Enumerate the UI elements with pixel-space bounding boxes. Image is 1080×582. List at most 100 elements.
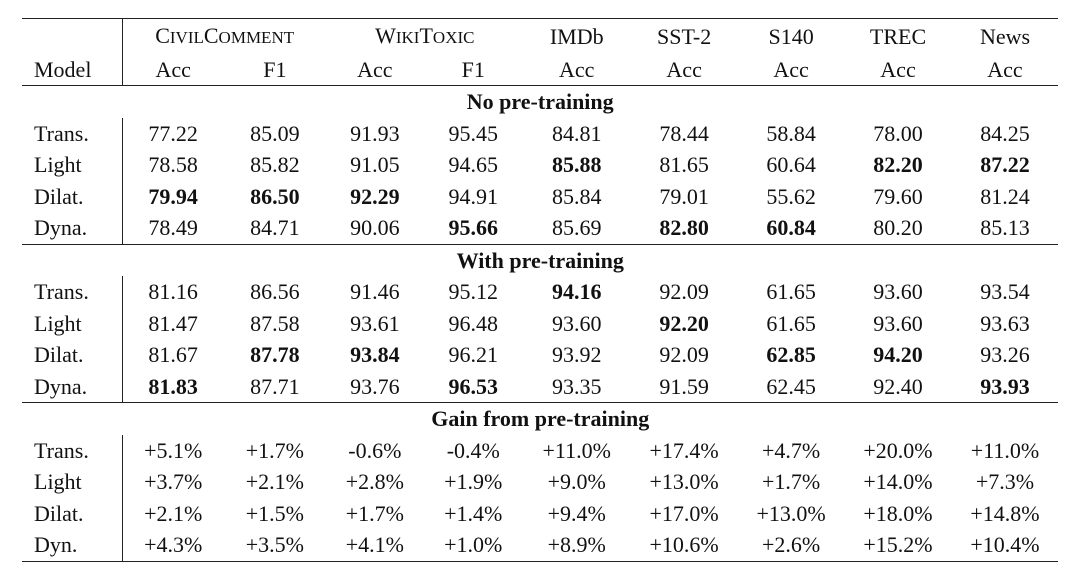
table-cell: +2.1% [144, 500, 203, 526]
metric-header: Acc [357, 57, 393, 82]
dataset-name-part: W [375, 23, 396, 48]
model-column-header: Model [22, 55, 123, 86]
table-cell: 82.80 [659, 215, 709, 240]
dataset-name-part: T [419, 23, 433, 48]
table-cell: 60.84 [766, 215, 816, 240]
table-row: Trans. 81.16 86.56 91.46 95.12 94.16 92.09 61.6… [22, 276, 1058, 308]
table-cell: 77.22 [148, 120, 198, 146]
table-cell: 62.85 [766, 342, 816, 367]
table-cell: +1.5% [245, 500, 304, 526]
table-cell: +7.3% [975, 469, 1035, 494]
table-cell: 78.49 [148, 215, 198, 240]
table-cell: 95.45 [448, 120, 499, 146]
model-name: Dilat. [22, 339, 123, 371]
table-cell: 95.66 [448, 215, 499, 240]
table-cell: +11.0% [542, 437, 611, 463]
table-row: Light 78.58 85.82 91.05 94.65 85.88 81.65 60.64… [22, 149, 1058, 181]
table-cell: 62.45 [766, 373, 816, 399]
table-row: Dilat. 81.67 87.78 93.84 96.21 93.92 92.09 62.8… [22, 339, 1058, 371]
table-cell: 92.20 [659, 310, 709, 336]
table-cell: +11.0% [970, 437, 1040, 463]
table-cell: 86.56 [250, 279, 300, 304]
table-cell: 81.16 [148, 279, 198, 304]
results-table-container: CIVILCOMMENT WIKITOXIC IMDb SST-2 S140 TREC Ne… [22, 18, 1058, 562]
model-name: Light [22, 307, 123, 339]
table-cell: 58.84 [766, 120, 816, 146]
header-row-datasets: CIVILCOMMENT WIKITOXIC IMDb SST-2 S140 TREC Ne… [22, 18, 1058, 55]
results-table: CIVILCOMMENT WIKITOXIC IMDb SST-2 S140 TREC Ne… [22, 18, 1058, 562]
section-header-row: With pre-training [22, 243, 1058, 276]
table-cell: +20.0% [863, 437, 933, 463]
table-cell: 85.82 [250, 152, 300, 177]
table-cell: 93.63 [980, 310, 1030, 336]
model-name: Light [22, 149, 123, 181]
table-cell: 78.44 [659, 120, 709, 146]
table-cell: +1.0% [423, 529, 524, 562]
table-cell: +13.0% [756, 500, 826, 526]
table-cell: 81.65 [659, 152, 709, 177]
section-title: With pre-training [72, 243, 1008, 276]
table-cell: 93.84 [350, 342, 400, 367]
table-cell: 80.20 [873, 215, 923, 240]
table-cell: +3.7% [144, 469, 203, 494]
table-cell: 81.47 [148, 310, 198, 336]
table-cell: 81.83 [148, 373, 198, 399]
table-cell: 78.58 [148, 152, 198, 177]
table-cell: +4.7% [761, 437, 821, 463]
table-cell: 84.71 [250, 215, 300, 240]
table-cell: +1.7% [345, 500, 404, 526]
model-name: Dyn. [22, 529, 123, 562]
section-title: Gain from pre-training [72, 402, 1008, 435]
dataset-header-news: News [951, 18, 1058, 55]
table-cell: +14.8% [970, 500, 1040, 526]
table-cell: +1.7% [245, 437, 304, 463]
table-cell: 61.65 [766, 310, 816, 336]
metric-header: F1 [263, 57, 287, 82]
dataset-header-wikitoxic: WIKITOXIC [326, 18, 524, 55]
metric-header: Acc [773, 57, 809, 82]
table-cell: +1.9% [444, 469, 503, 494]
section-header-row: Gain from pre-training [22, 402, 1058, 435]
table-cell: +10.4% [951, 529, 1058, 562]
table-cell: 84.81 [551, 120, 602, 146]
table-cell: 91.46 [350, 279, 400, 304]
dataset-header-sst-2: SST-2 [630, 18, 739, 55]
table-cell: 82.20 [873, 152, 923, 177]
table-cell: 87.78 [250, 342, 300, 367]
table-cell: 87.58 [250, 310, 300, 336]
table-cell: 85.09 [250, 120, 300, 146]
table-cell: 96.48 [448, 310, 499, 336]
model-name: Trans. [22, 434, 123, 466]
table-cell: +10.6% [630, 529, 739, 562]
table-cell: -0.4% [446, 437, 500, 463]
dataset-header-civilcomment: CIVILCOMMENT [122, 18, 327, 55]
dataset-header-imdb: IMDb [523, 18, 631, 55]
table-cell: 93.35 [551, 373, 602, 399]
table-cell: 91.59 [659, 373, 709, 399]
table-cell: 60.64 [766, 152, 816, 177]
table-cell: 90.06 [350, 215, 400, 240]
table-cell: +2.6% [738, 529, 845, 562]
dataset-name-part: OXIC [432, 28, 475, 47]
model-name: Trans. [22, 117, 123, 149]
table-cell: 92.29 [350, 183, 400, 209]
table-cell: 78.00 [873, 120, 923, 146]
table-row: Dilat. +2.1% +1.5% +1.7% +1.4% +9.4% +17.0% +13… [22, 497, 1058, 529]
dataset-name-part: C [155, 23, 170, 48]
table-cell: +13.0% [649, 469, 719, 494]
table-row: Light +3.7% +2.1% +2.8% +1.9% +9.0% +13.0% +1.7… [22, 466, 1058, 498]
table-cell: +2.8% [345, 469, 404, 494]
table-cell: +17.4% [649, 437, 719, 463]
dataset-header-s140: S140 [738, 18, 845, 55]
dataset-name-part: C [203, 23, 219, 48]
table-cell: +1.4% [444, 500, 503, 526]
table-cell: 61.65 [766, 279, 816, 304]
table-cell: 85.84 [551, 183, 602, 209]
dataset-header-trec: TREC [844, 18, 952, 55]
table-cell: 94.65 [448, 152, 499, 177]
model-name: Dilat. [22, 180, 123, 212]
header-corner-empty [22, 18, 123, 55]
table-cell: 86.50 [250, 183, 300, 209]
section-title: No pre-training [72, 85, 1008, 118]
table-cell: +1.7% [761, 469, 821, 494]
